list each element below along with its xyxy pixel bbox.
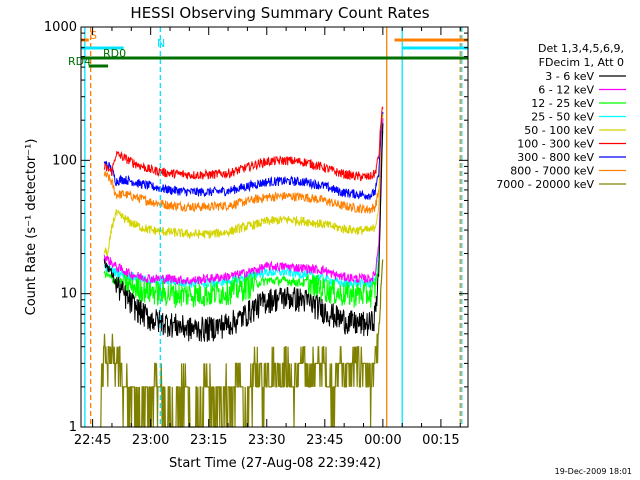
plot-area: S N RD0 RD4 [68,27,468,428]
x-tick-label: 23:00 [132,433,169,448]
x-tick-label: 23:30 [248,433,285,448]
series-line-50-100-kev [103,114,384,257]
legend-header-line-2: FDecim 1, Att 0 [539,56,624,69]
y-tick-label: 1 [69,420,77,435]
series-line-6-12-kev [103,118,384,286]
generation-date: 19-Dec-2009 18:01 [555,467,632,476]
plot-frame [80,26,469,428]
legend-label-5: 50 - 100 keV [524,124,594,137]
series-line-3-6-kev [103,123,384,342]
legend-label-8: 800 - 7000 keV [510,165,594,178]
y-axis: 1 10 100 1000 [44,20,468,435]
legend-label-6: 100 - 300 keV [517,138,594,151]
legend-label-2: 6 - 12 keV [538,84,594,97]
series-line-800-7000-kev [103,118,384,215]
flag-label-s: S [90,29,97,42]
flag-label-rd4: RD4 [68,55,91,68]
legend-header-line-1: Det 1,3,4,5,6,9, [538,42,624,55]
series-line-12-25-kev [103,131,384,309]
x-tick-label: 23:15 [190,433,227,448]
x-axis: 22:45 23:00 23:15 23:30 23:45 00:00 00:15 [74,27,461,448]
legend-label-9: 7000 - 20000 keV [496,178,594,191]
x-axis-label: Start Time (27-Aug-08 22:39:42) [169,456,381,471]
y-tick-label: 100 [52,153,77,168]
flag-label-n: N [157,37,165,50]
series-line-300-800-kev [103,111,384,201]
flag-label-rd0: RD0 [103,47,126,60]
legend-label-3: 12 - 25 keV [531,97,594,110]
x-tick-label: 00:00 [364,433,401,448]
x-tick-label: 00:15 [422,433,459,448]
series-line-7000-20000-kev [100,259,384,428]
x-tick-label: 23:45 [306,433,343,448]
chart-title: HESSI Observing Summary Count Rates [130,4,429,22]
series-line-25-50-kev [103,121,384,289]
legend-label-1: 3 - 6 keV [545,70,594,83]
legend: Det 1,3,4,5,6,9, FDecim 1, Att 0 3 - 6 k… [496,42,626,191]
y-axis-label: Count Rate (s⁻¹ detector⁻¹) [24,139,39,316]
x-tick-label: 22:45 [74,433,111,448]
series-line-100-300-kev [103,106,384,182]
y-tick-label: 1000 [44,20,77,35]
legend-label-7: 300 - 800 keV [517,151,594,164]
legend-label-4: 25 - 50 keV [531,111,594,124]
y-tick-label: 10 [60,287,77,302]
